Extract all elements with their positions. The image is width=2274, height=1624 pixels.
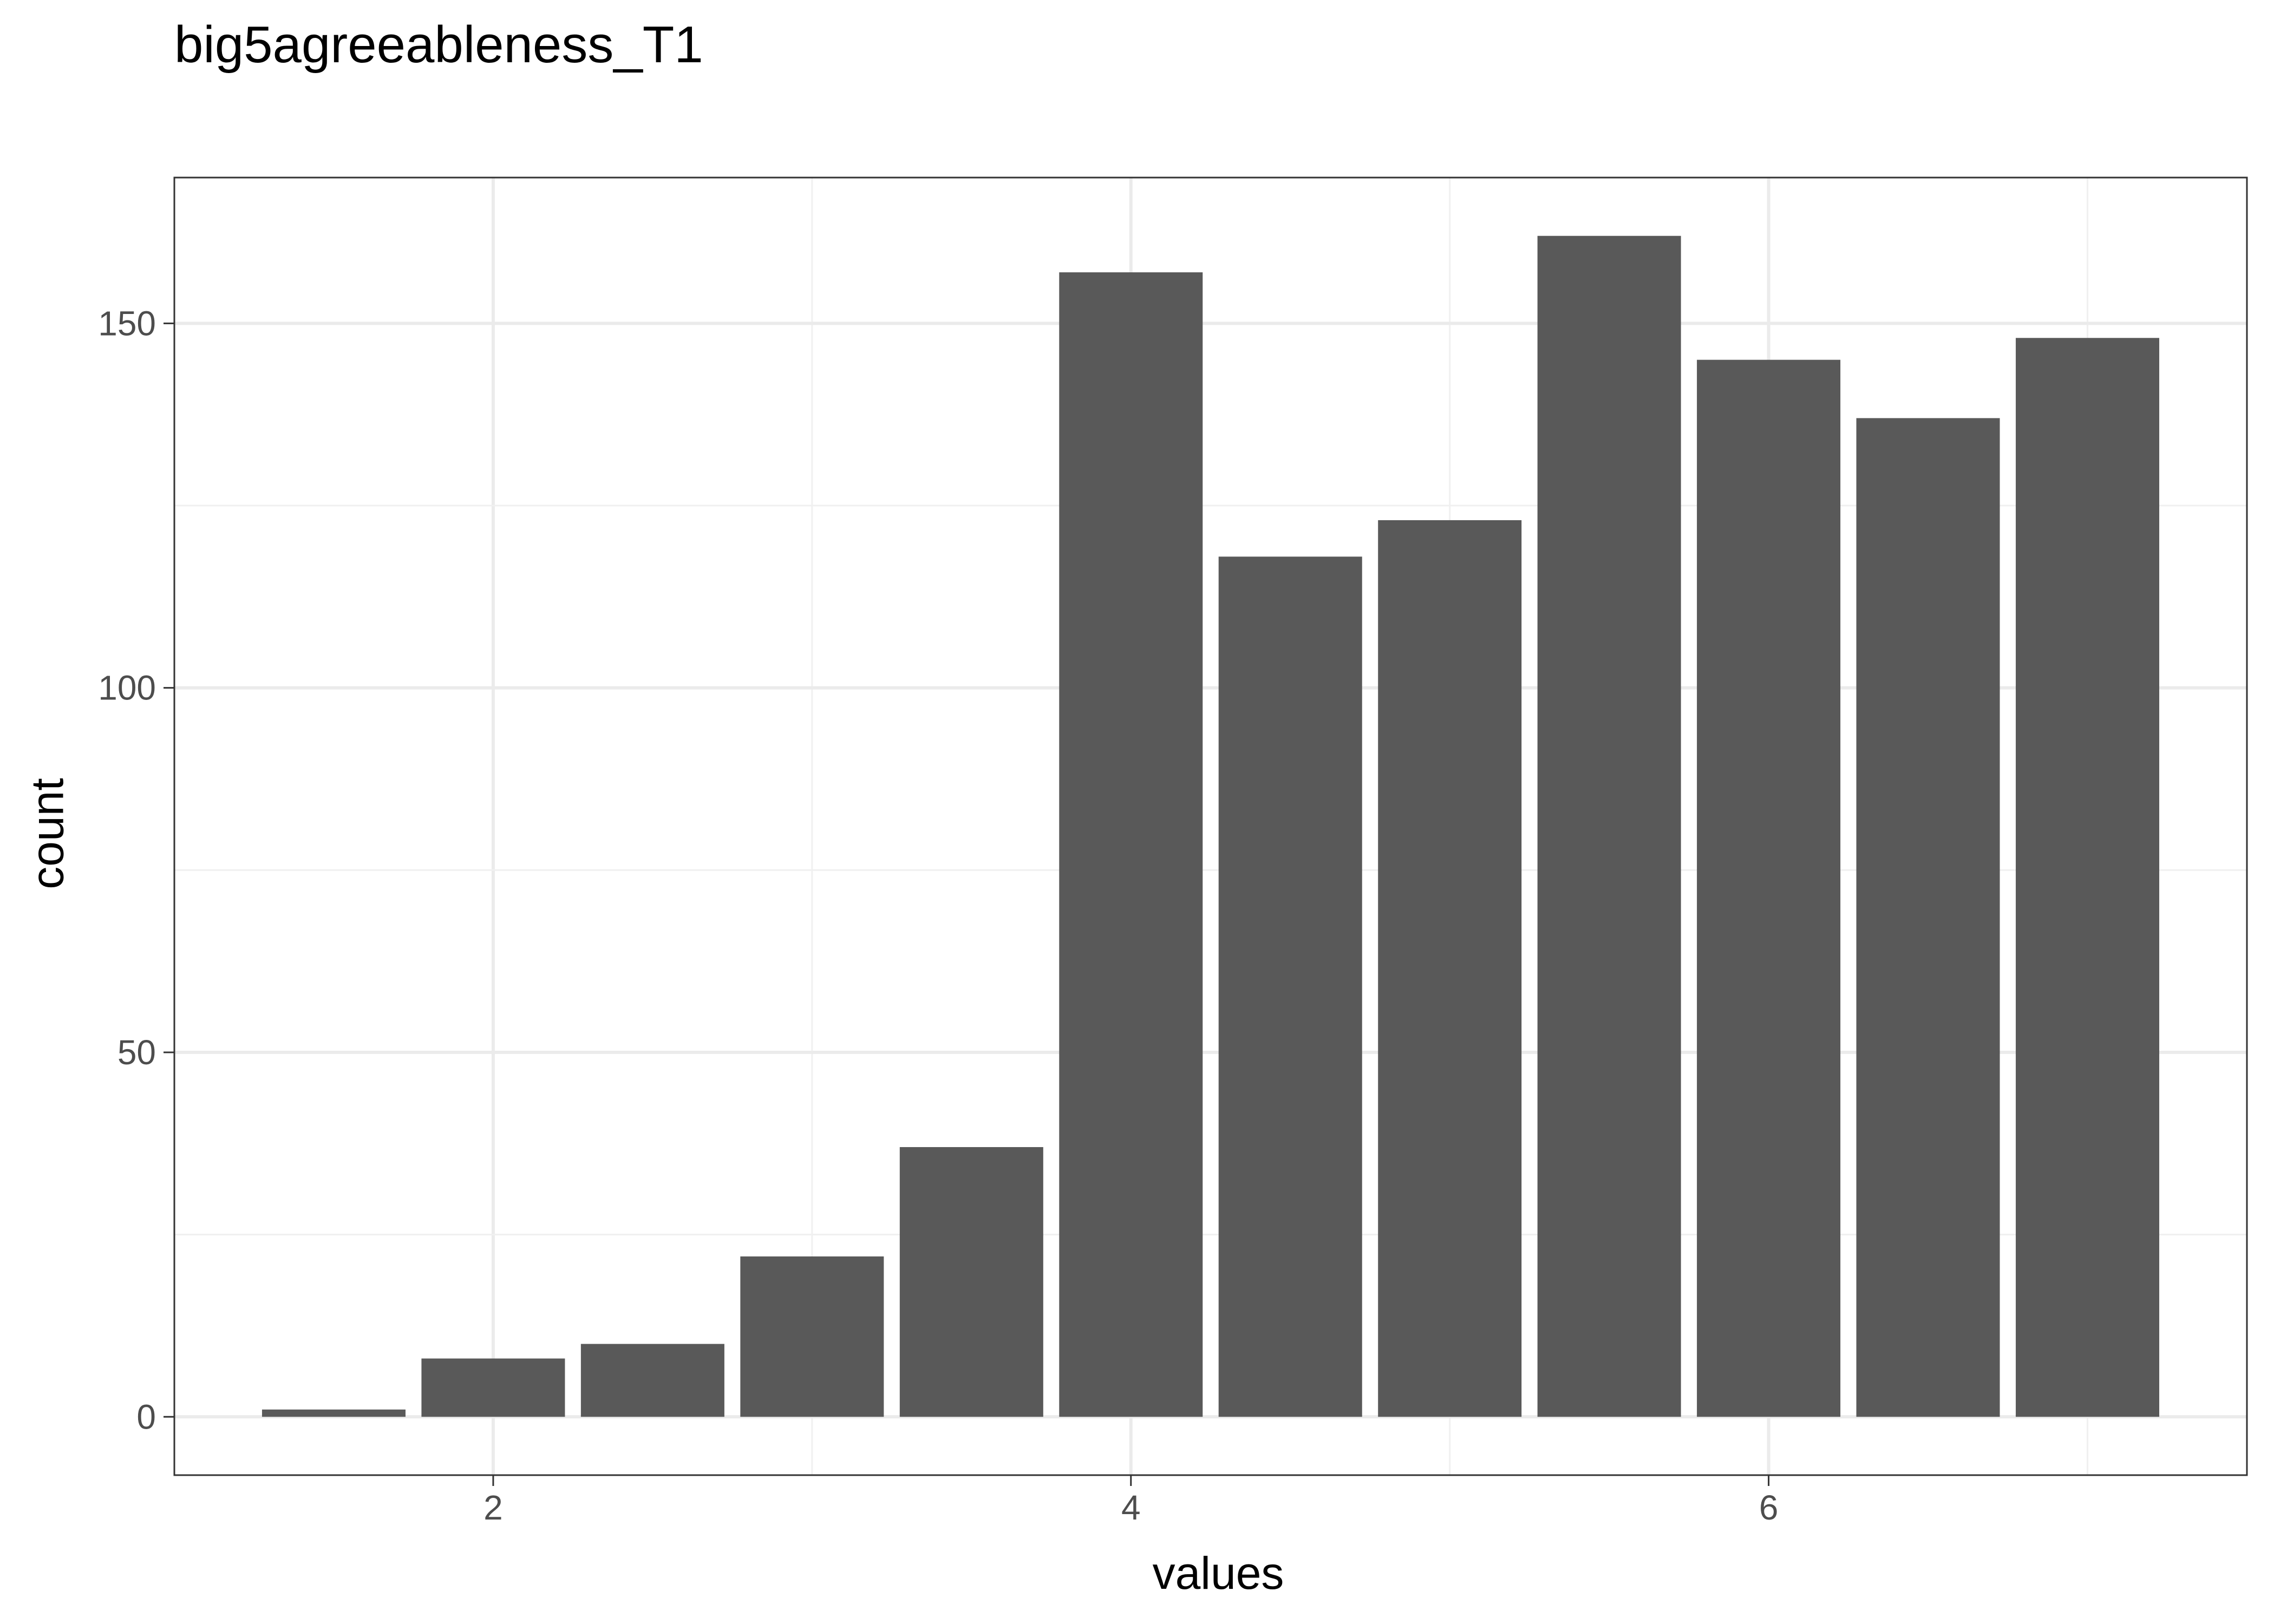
bar-5: [1378, 520, 1522, 1417]
bar-1.5: [262, 1409, 406, 1417]
bar-6.5: [1856, 418, 2000, 1417]
x-tick-label: 2: [483, 1488, 503, 1527]
bar-7: [2016, 338, 2160, 1417]
y-axis-title: count: [22, 778, 73, 889]
x-tick-label: 4: [1121, 1488, 1141, 1527]
y-tick-label: 0: [136, 1397, 156, 1436]
chart-title: big5agreeableness_T1: [174, 16, 703, 74]
x-tick-label: 6: [1759, 1488, 1779, 1527]
panel-border: [173, 176, 2248, 1476]
y-tick-label: 100: [98, 669, 156, 708]
bar-2.5: [580, 1344, 724, 1417]
bar-4.5: [1218, 556, 1362, 1417]
bar-3.5: [899, 1147, 1043, 1417]
bar-2: [421, 1358, 565, 1417]
y-tick-label: 150: [98, 304, 156, 343]
y-tick-label: 50: [117, 1033, 156, 1072]
x-axis-title: values: [1152, 1548, 1284, 1599]
bars: [262, 235, 2160, 1417]
bar-3: [740, 1256, 884, 1417]
bar-6: [1697, 359, 1841, 1417]
bar-5.5: [1537, 235, 1681, 1417]
bar-4: [1059, 272, 1203, 1417]
axis-ticks: 2 4 6 0 50 100 150: [98, 304, 1778, 1527]
